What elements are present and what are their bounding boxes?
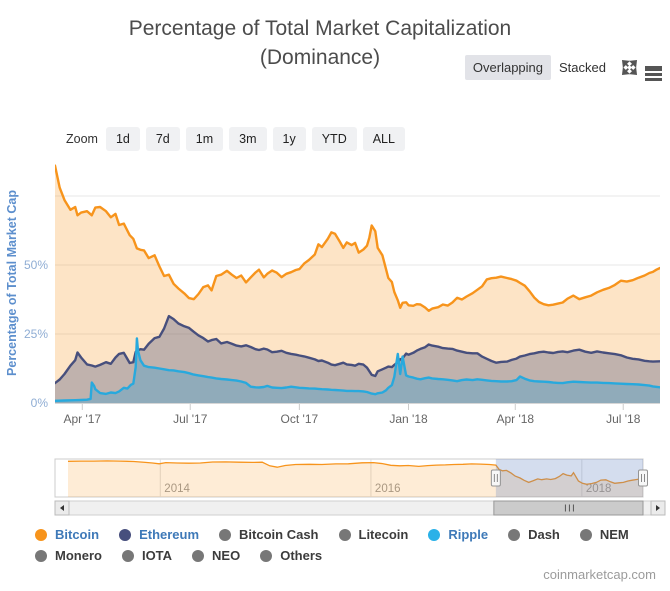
chart-title-line1: Percentage of Total Market Capitalizatio… bbox=[128, 17, 512, 40]
legend-item-label: Ethereum bbox=[139, 527, 200, 542]
menu-icon[interactable] bbox=[645, 64, 662, 81]
x-tick-label: Jul '17 bbox=[173, 412, 208, 426]
y-tick-label: 0% bbox=[31, 396, 49, 410]
bitcoin-area bbox=[55, 165, 660, 403]
legend-item[interactable]: NEM bbox=[579, 527, 629, 542]
legend-item-label: Ripple bbox=[448, 527, 489, 542]
navigator-bitcoin-line bbox=[67, 460, 643, 485]
legend-dot-icon bbox=[260, 549, 273, 562]
overlapping-button[interactable]: Overlapping bbox=[464, 55, 552, 80]
navigator-year-label: 2016 bbox=[375, 483, 401, 495]
legend-item-label: Bitcoin bbox=[55, 527, 100, 542]
legend-item-label: Others bbox=[280, 548, 323, 563]
legend-item[interactable]: Dash bbox=[508, 527, 560, 542]
legend-item-label: Litecoin bbox=[358, 527, 409, 542]
legend-item[interactable]: Bitcoin Cash bbox=[219, 527, 319, 542]
zoom-preset-button[interactable]: YTD bbox=[311, 127, 357, 151]
zoom-preset-button[interactable]: 1m bbox=[185, 127, 224, 151]
zoom-preset-button[interactable]: ALL bbox=[362, 127, 405, 151]
series-legend: Bitcoin Ethereum Bitcoin Cash Litecoin R… bbox=[35, 527, 660, 569]
stacked-button[interactable]: Stacked bbox=[559, 60, 606, 75]
navigator-left-handle[interactable] bbox=[490, 469, 501, 487]
legend-dot-icon bbox=[428, 528, 441, 541]
x-tick-label: Oct '17 bbox=[281, 412, 319, 426]
scrollbar-right-arrow-icon bbox=[656, 505, 660, 511]
legend-item[interactable]: Others bbox=[260, 548, 322, 563]
bitcoin-line bbox=[55, 164, 660, 312]
legend-item[interactable]: NEO bbox=[192, 548, 240, 563]
navigator-selected-range[interactable] bbox=[495, 459, 643, 497]
zoom-preset-button[interactable]: 7d bbox=[145, 127, 180, 151]
legend-dot-icon bbox=[119, 528, 132, 541]
legend-item[interactable]: Ripple bbox=[428, 527, 488, 542]
x-tick-label: Apr '18 bbox=[496, 412, 534, 426]
y-tick-label: 50% bbox=[24, 258, 48, 272]
scrollbar-left-arrow-icon bbox=[60, 505, 64, 511]
zoom-preset-button[interactable]: 1y bbox=[272, 127, 306, 151]
legend-dot-icon bbox=[508, 528, 521, 541]
legend-dot-icon bbox=[192, 549, 205, 562]
x-tick-label: Apr '17 bbox=[63, 412, 101, 426]
chart-title-line2: (Dominance) bbox=[259, 46, 381, 69]
legend-item-label: NEO bbox=[212, 548, 241, 563]
ripple-area bbox=[55, 338, 660, 403]
legend-dot-icon bbox=[35, 528, 47, 541]
y-tick-label: 25% bbox=[24, 327, 48, 341]
navigator-year-label: 2018 bbox=[586, 483, 612, 495]
legend-item[interactable]: Monero bbox=[35, 548, 102, 563]
ethereum-line bbox=[55, 314, 660, 385]
legend-item-label: Monero bbox=[55, 548, 102, 563]
navigator-right-handle[interactable] bbox=[638, 469, 648, 487]
navigator-frame bbox=[54, 458, 644, 498]
legend-item-label: IOTA bbox=[141, 548, 173, 563]
zoom-preset-button[interactable]: 1d bbox=[105, 127, 140, 151]
y-axis-title: Percentage of Total Market Cap bbox=[5, 190, 19, 376]
zoom-label: Zoom bbox=[66, 132, 98, 146]
legend-item[interactable]: IOTA bbox=[121, 548, 173, 563]
legend-item-label: Bitcoin Cash bbox=[239, 527, 319, 542]
legend-dot-icon bbox=[219, 528, 232, 541]
legend-dot-icon bbox=[121, 549, 134, 562]
legend-row: Bitcoin Ethereum Bitcoin Cash Litecoin R… bbox=[35, 527, 660, 542]
coinmarketcap-watermark: coinmarketcap.com bbox=[543, 567, 656, 582]
legend-item[interactable]: Bitcoin bbox=[35, 527, 99, 542]
navigator-year-label: 2014 bbox=[164, 483, 190, 495]
x-tick-label: Jan '18 bbox=[389, 412, 428, 426]
legend-row: Monero IOTA NEO Others bbox=[35, 548, 660, 563]
legend-dot-icon bbox=[579, 528, 592, 541]
legend-item[interactable]: Litecoin bbox=[338, 527, 409, 542]
view-mode-toggle: Overlapping Stacked bbox=[464, 55, 662, 81]
legend-item-label: NEM bbox=[599, 527, 629, 542]
zoom-preset-button[interactable]: 3m bbox=[229, 127, 267, 151]
legend-item-label: Dash bbox=[528, 527, 560, 542]
legend-item[interactable]: Ethereum bbox=[119, 527, 199, 542]
plot-area bbox=[55, 164, 660, 403]
chart-title: Percentage of Total Market Capitalizatio… bbox=[15, 14, 625, 72]
x-tick-label: Jul '18 bbox=[606, 412, 641, 426]
zoom-presets: Zoom 1d 7d 1m 3m 1y YTD ALL bbox=[66, 127, 411, 151]
legend-dot-icon bbox=[35, 549, 47, 562]
ripple-line bbox=[55, 337, 660, 402]
legend-dot-icon bbox=[338, 528, 351, 541]
scrollbar-thumb[interactable] bbox=[493, 500, 644, 516]
expand-icon[interactable] bbox=[621, 59, 638, 76]
